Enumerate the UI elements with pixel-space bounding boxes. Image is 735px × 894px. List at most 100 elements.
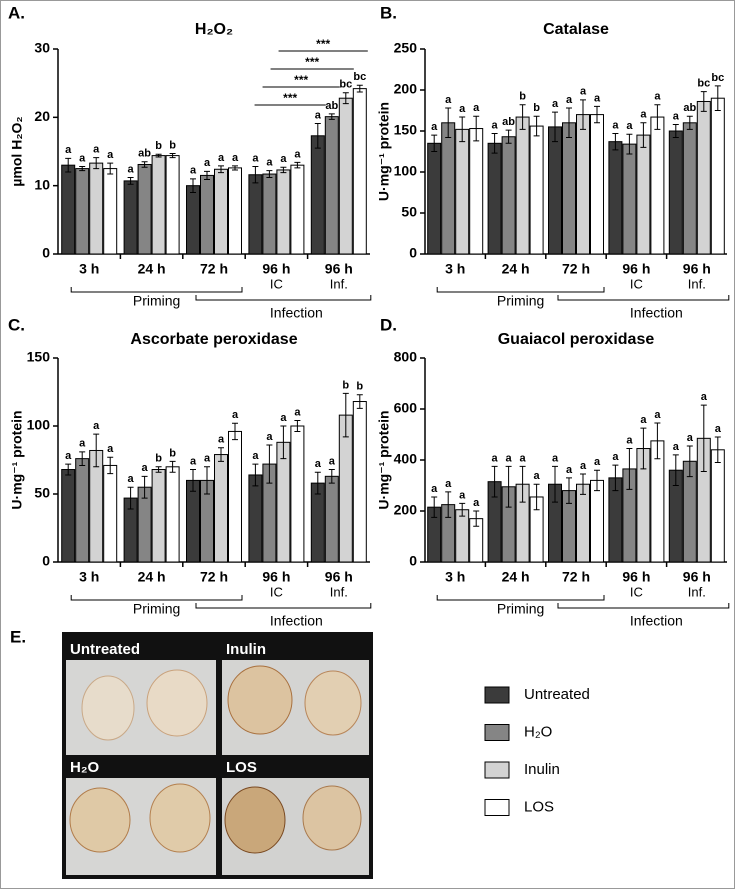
x-tick-label: 96 h [325, 569, 353, 585]
y-axis-label: U·mg⁻¹ protein [376, 102, 392, 201]
error-bar [169, 460, 176, 473]
error-bar [356, 84, 363, 93]
error-bar [654, 422, 661, 460]
bar [186, 185, 200, 255]
bar [165, 155, 180, 255]
significance-letter: a [492, 452, 499, 464]
significance-letter: a [232, 152, 239, 164]
x-sub-label: IC [270, 584, 283, 599]
chart-title: Ascorbate peroxidase [130, 331, 297, 348]
significance-letter: a [93, 420, 100, 432]
x-tick-label: 3 h [79, 569, 99, 585]
photo-label: H₂O [70, 759, 99, 776]
significance-letter: a [612, 119, 619, 131]
bar [123, 180, 138, 255]
group-label: Infection [630, 613, 683, 629]
error-bar [505, 129, 512, 144]
significance-letter: a [218, 152, 225, 164]
x-tick-label: 96 h [622, 569, 650, 585]
significance-letter: a [459, 103, 466, 115]
bar [650, 116, 665, 255]
leaf [149, 783, 211, 853]
legend-label: Inulin [524, 761, 560, 778]
significance-letter: a [252, 450, 259, 462]
error-bar [65, 463, 72, 476]
bar [501, 136, 516, 255]
y-tick-label: 10 [34, 176, 50, 192]
bar [186, 479, 200, 563]
bar [290, 425, 305, 563]
error-bar [533, 483, 540, 511]
error-bar [459, 502, 466, 517]
error-bar [626, 133, 633, 155]
significance-letter: a [654, 409, 661, 421]
significance-letter: ab [502, 116, 515, 128]
bar [427, 142, 442, 255]
significance-letter: b [342, 379, 349, 391]
significance-letter: a [552, 98, 559, 110]
x-tick-label: 24 h [502, 569, 530, 585]
bar [290, 164, 305, 255]
significance-letter: ab [683, 102, 696, 114]
leaf [302, 785, 362, 851]
error-bar [127, 486, 134, 510]
error-bar [79, 166, 86, 172]
bar [61, 164, 76, 255]
error-bar [519, 104, 526, 130]
group-label: Infection [630, 305, 683, 321]
legend-swatch [484, 761, 510, 779]
leaf [81, 675, 135, 741]
bar [276, 441, 291, 563]
error-bar [473, 115, 480, 142]
significance-letter: a [520, 452, 527, 464]
significance-letter: a [294, 148, 301, 160]
x-sub-label: IC [630, 584, 643, 599]
error-bar [491, 465, 498, 498]
group-bracket [557, 603, 730, 609]
x-tick-label: 24 h [502, 261, 530, 277]
legend-label: H₂O [524, 723, 552, 740]
group-label: Priming [133, 601, 180, 617]
error-bar [93, 157, 100, 170]
significance-letter: a [266, 157, 273, 169]
significance-letter: a [687, 432, 694, 444]
significance-letter: b [169, 139, 176, 151]
significance-letter: a [552, 452, 559, 464]
significance-letter: a [190, 165, 197, 177]
significance-letter: ab [325, 100, 338, 112]
significance-letter: a [626, 120, 633, 132]
significance-letter: a [701, 391, 708, 403]
bar [228, 167, 242, 255]
x-tick-label: 96 h [683, 261, 711, 277]
legend-label: LOS [524, 798, 554, 815]
bar [622, 143, 637, 255]
error-bar [65, 157, 72, 173]
significance-letter: a [640, 109, 647, 121]
x-tick-label: 96 h [262, 261, 290, 277]
error-bar [459, 116, 466, 143]
significance-letter: a [280, 153, 287, 165]
error-bar [342, 392, 349, 438]
bar [576, 114, 590, 255]
bar [214, 454, 228, 563]
y-axis-label: µmol H₂O₂ [9, 116, 25, 186]
significance-letter: a [107, 443, 114, 455]
panel-label: A. [8, 3, 25, 22]
significance-letter: a [79, 152, 86, 164]
error-bar [252, 166, 259, 184]
error-bar [141, 161, 148, 168]
error-bar [505, 465, 512, 508]
bar [214, 168, 228, 255]
bar [636, 134, 651, 255]
bar [455, 509, 470, 563]
bar [562, 122, 576, 255]
chart-title: H₂O₂ [195, 21, 233, 38]
x-tick-label: 96 h [262, 569, 290, 585]
bar [310, 135, 325, 255]
panel-label: B. [380, 3, 397, 22]
error-bar [654, 104, 661, 130]
significance-letter: a [128, 473, 135, 485]
significance-stars: *** [283, 91, 297, 105]
error-bar [566, 477, 572, 504]
